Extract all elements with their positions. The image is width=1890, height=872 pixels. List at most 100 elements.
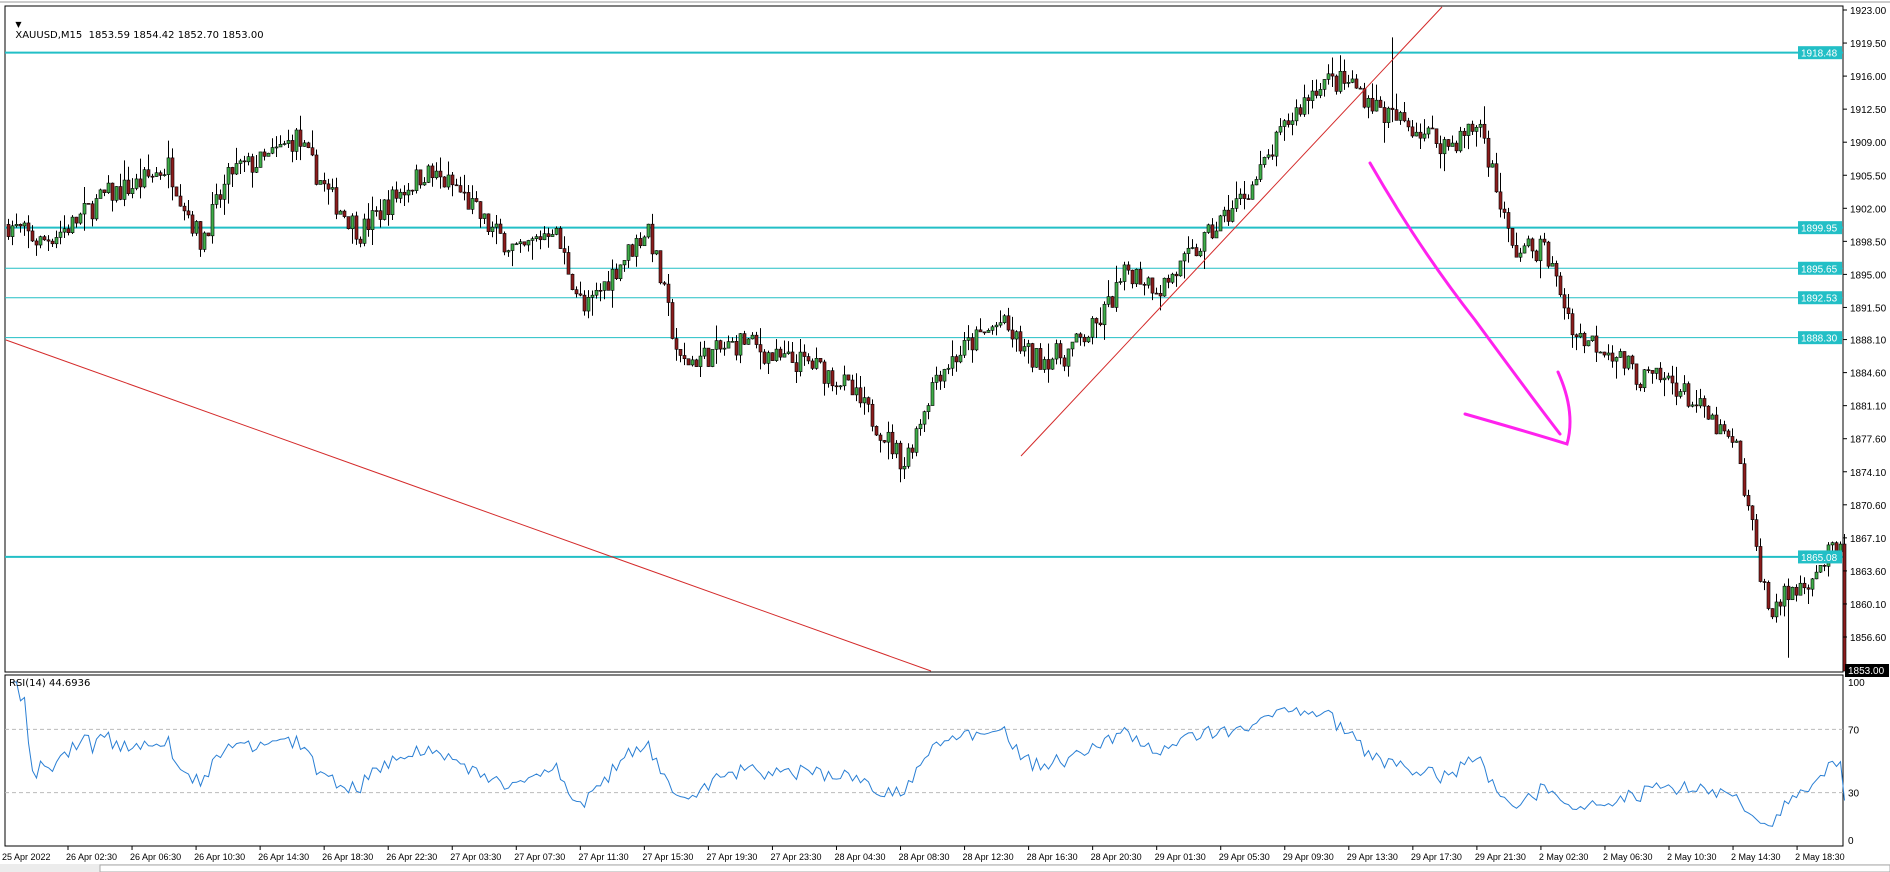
time-tick-label: 29 Apr 13:30 [1347, 852, 1398, 862]
candle [626, 244, 631, 268]
candle-body [358, 238, 363, 244]
candle-body [110, 182, 115, 201]
candle [106, 175, 111, 194]
candle-body [270, 147, 275, 154]
candle-body [1462, 130, 1467, 136]
candle [666, 273, 671, 316]
candle [974, 326, 979, 352]
candle [590, 290, 595, 316]
candle-body [790, 351, 795, 363]
candle [1622, 351, 1627, 376]
candle [990, 325, 995, 335]
candle-body [914, 428, 919, 453]
candle [546, 227, 551, 248]
candle-body [1478, 123, 1483, 128]
candle [1530, 237, 1535, 259]
candle-body [246, 156, 251, 163]
candle [678, 349, 683, 363]
candle [410, 189, 415, 196]
candle [594, 282, 599, 299]
trendline-up[interactable] [1020, 6, 1443, 457]
price-tick-label: 1902.00 [1850, 204, 1887, 215]
candle [798, 339, 803, 377]
candle [1550, 256, 1555, 267]
candle-body [122, 179, 127, 200]
candle-body [1138, 268, 1143, 285]
triangle-down-icon[interactable]: ▼ [15, 20, 22, 29]
candle [1130, 269, 1135, 289]
candle [734, 335, 739, 361]
candle [730, 337, 735, 343]
candle [558, 226, 563, 249]
candle-body [1258, 164, 1263, 180]
candle-body [1054, 343, 1059, 360]
candle-body [1498, 191, 1503, 210]
candle-body [462, 191, 467, 194]
candle [298, 115, 303, 161]
candle [610, 259, 615, 308]
candle-body [930, 382, 935, 406]
candle [1538, 235, 1543, 279]
candle-body [666, 283, 671, 303]
candle-body [1722, 424, 1727, 432]
candle-body [554, 228, 559, 235]
candle [670, 298, 675, 340]
arrow-shaft[interactable] [1368, 161, 1562, 436]
candle [1582, 331, 1587, 354]
candle [698, 341, 703, 377]
candle-body [1450, 142, 1455, 147]
time-tick-label: 2 May 02:30 [1539, 852, 1589, 862]
candle-body [74, 216, 79, 224]
candle-body [766, 352, 771, 364]
candle-body [622, 260, 627, 266]
candle-body [854, 387, 859, 396]
candle [294, 127, 299, 160]
candle [542, 226, 547, 241]
arrow-annotation [1368, 161, 1572, 446]
candle [374, 206, 379, 217]
candle-body [1222, 209, 1227, 217]
candle [390, 186, 395, 221]
candle [1618, 348, 1623, 358]
time-tick-label: 29 Apr 21:30 [1475, 852, 1526, 862]
candle [1842, 533, 1847, 672]
candle-body [862, 397, 867, 404]
candle [818, 358, 823, 364]
candle [1146, 276, 1151, 289]
candle-body [1310, 90, 1315, 101]
candle [210, 192, 215, 244]
candle-body [386, 199, 391, 215]
price-tick-label: 1909.00 [1850, 138, 1887, 149]
candle-body [838, 385, 843, 388]
candle-body [454, 184, 459, 187]
candle-body [226, 167, 231, 185]
candle [1418, 123, 1423, 149]
trendline-down[interactable] [5, 339, 932, 672]
candle-body [1298, 107, 1303, 115]
candle [238, 158, 243, 175]
horizontal-scrollbar[interactable] [99, 864, 1890, 872]
candle [1082, 334, 1087, 347]
candle-body [1770, 608, 1775, 618]
candle-body [1522, 245, 1527, 254]
candle-body [1794, 586, 1799, 596]
candle-body [946, 367, 951, 370]
candle-body [558, 228, 563, 249]
candle [1062, 354, 1067, 372]
candle [598, 283, 603, 302]
candle [354, 211, 359, 245]
candle-body [610, 268, 615, 291]
candle-body [1394, 109, 1399, 121]
candle-body [146, 169, 151, 177]
candle [166, 140, 171, 189]
candle-body [1434, 128, 1439, 144]
candle [1686, 381, 1691, 408]
candle [350, 213, 355, 244]
candle-body [1162, 277, 1167, 297]
candle-body [730, 341, 735, 343]
candle [1814, 565, 1819, 580]
candle [202, 231, 207, 253]
candle-body [562, 248, 567, 253]
candle-body [690, 359, 695, 366]
